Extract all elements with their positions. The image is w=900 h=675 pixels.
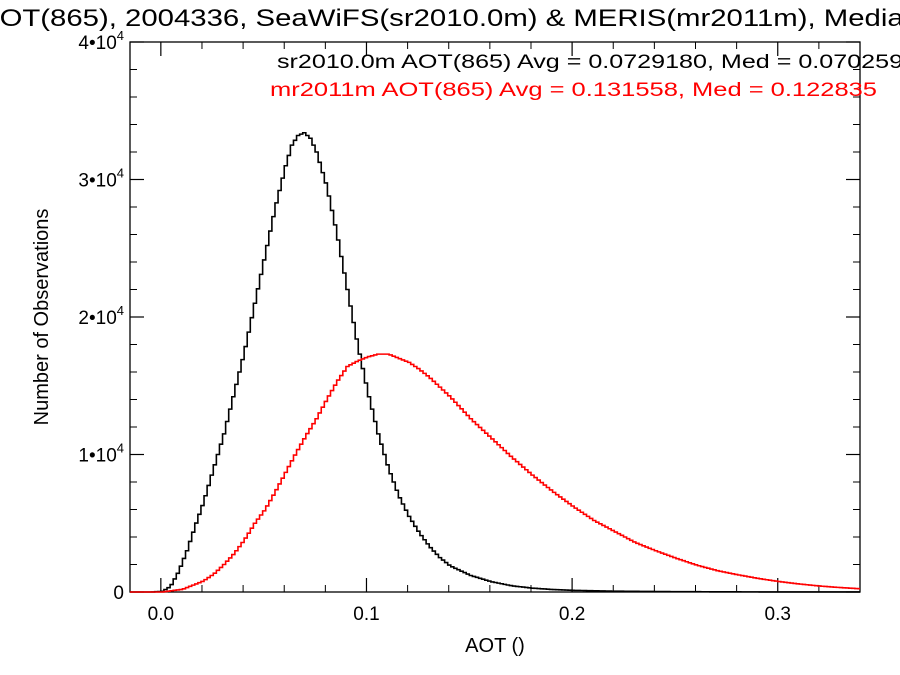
series-stats-sr2010: sr2010.0m AOT(865) Avg = 0.0729180, Med …: [277, 52, 900, 73]
x-tick-label: 0.0: [148, 604, 174, 625]
x-tick-label: 0.3: [765, 604, 791, 625]
y-tick-label: 0: [113, 583, 124, 604]
y-tick-mantissa: 0: [113, 583, 124, 604]
x-tick-label: 0.1: [353, 604, 379, 625]
y-tick-label: 1•104: [78, 441, 124, 467]
y-tick-mantissa: 2•10: [78, 308, 116, 329]
y-axis-label: Number of Observations: [31, 209, 53, 426]
series-stats-mr2011: mr2011m AOT(865) Avg = 0.131558, Med = 0…: [270, 80, 877, 101]
y-tick-exponent: 4: [117, 166, 124, 181]
series-line-mr2011m: [130, 353, 860, 593]
y-tick-exponent: 4: [117, 28, 124, 43]
y-tick-mantissa: 1•10: [78, 446, 116, 467]
y-tick-label: 4•104: [78, 28, 124, 54]
x-tick-label: 0.2: [559, 604, 585, 625]
series-line-sr2010.0m: [130, 131, 860, 593]
x-axis-label: AOT (): [465, 635, 525, 657]
y-tick-mantissa: 3•10: [78, 171, 116, 192]
y-tick-exponent: 4: [117, 303, 124, 318]
chart-title: AOT(865), 2004336, SeaWiFS(sr2010.0m) & …: [0, 5, 900, 32]
series-lines: [130, 131, 860, 593]
y-tick-label: 2•104: [78, 303, 124, 329]
y-tick-mantissa: 4•10: [78, 33, 116, 54]
y-tick-label: 3•104: [78, 166, 124, 192]
y-tick-exponent: 4: [117, 441, 124, 456]
